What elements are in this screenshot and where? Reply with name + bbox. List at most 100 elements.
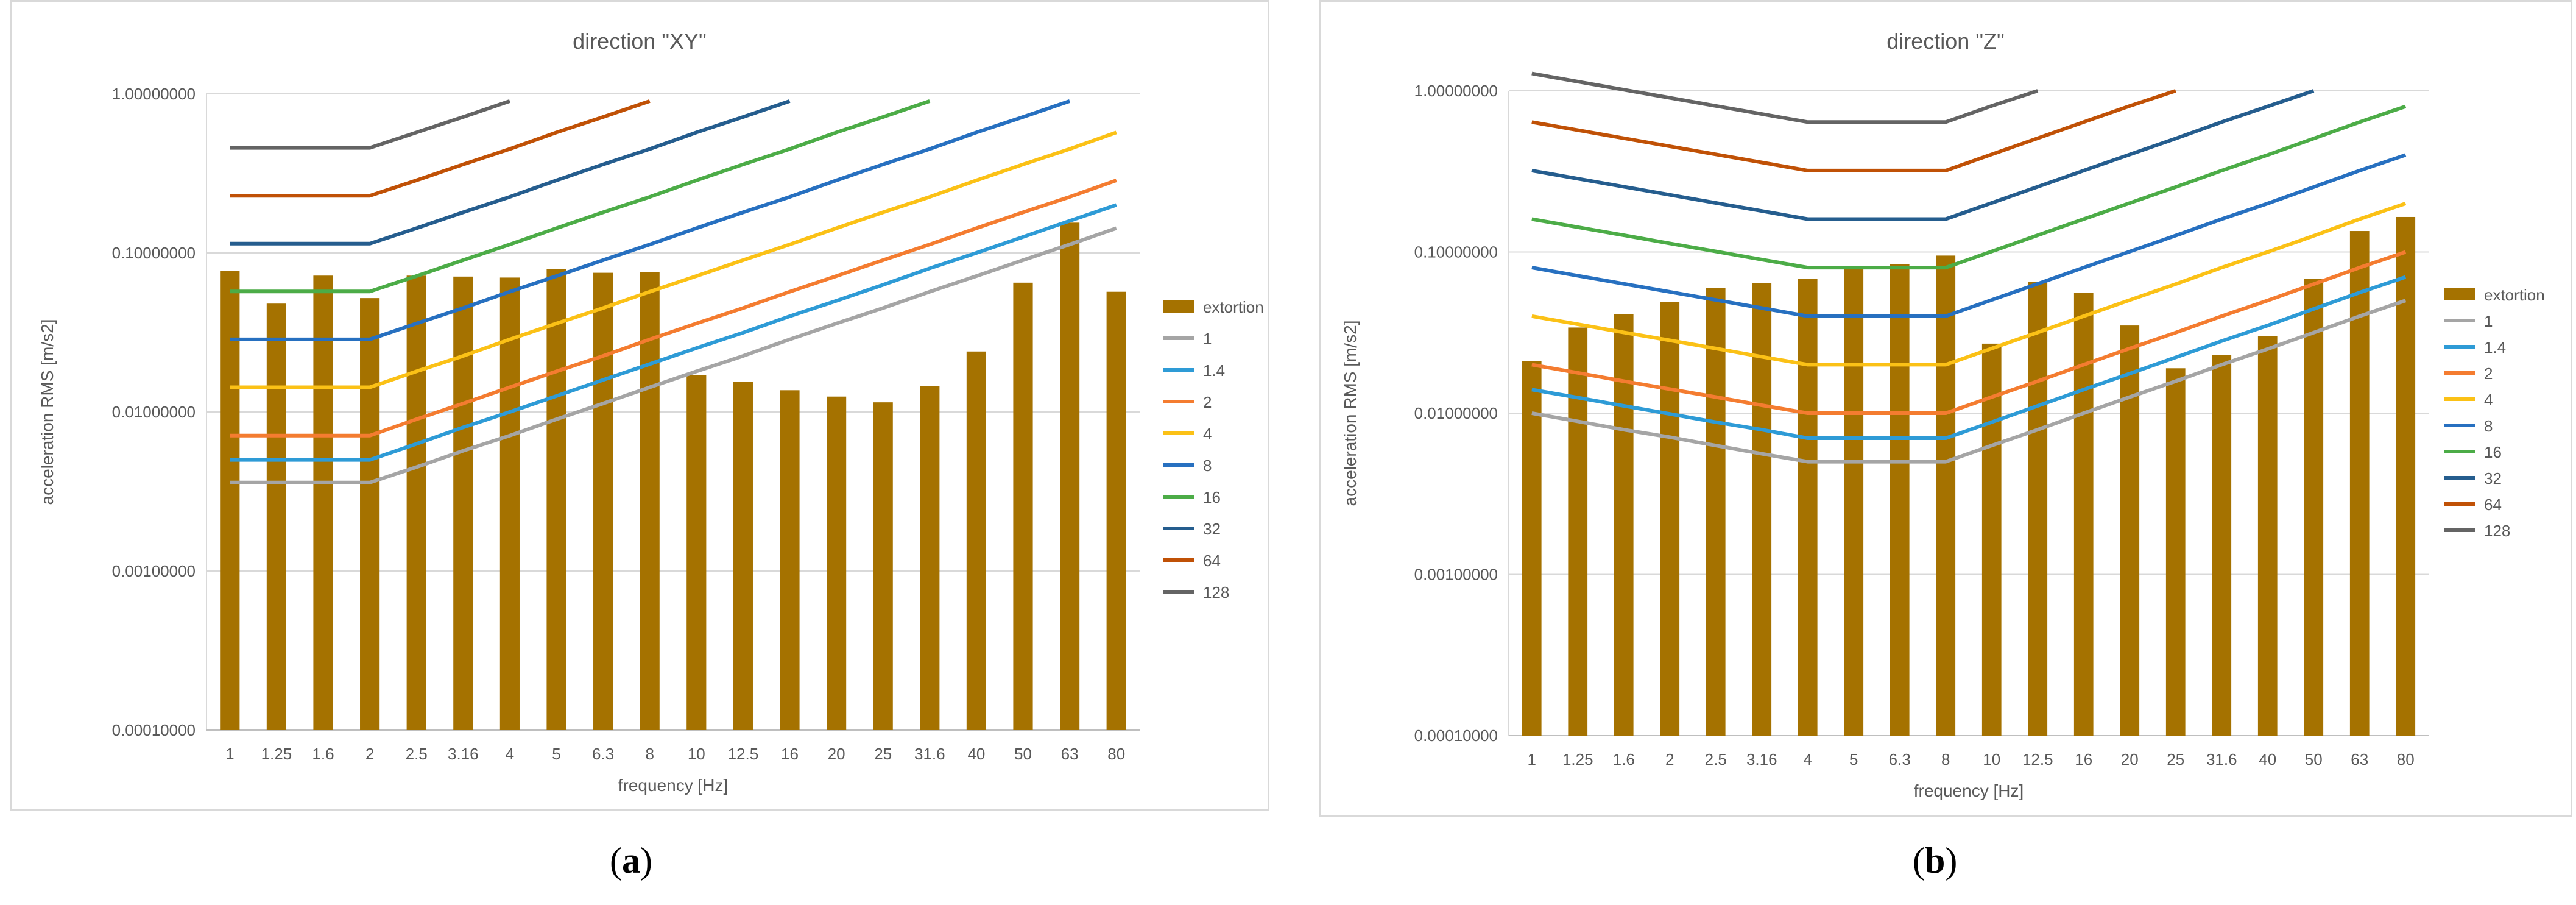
- x-tick-label: 1: [225, 745, 234, 763]
- x-tick-label: 2.5: [406, 745, 428, 763]
- legend-label: 8: [1203, 456, 1212, 475]
- bar-extortion: [1844, 268, 1864, 736]
- bar-extortion: [499, 277, 520, 730]
- bar-series-extortion: [1522, 216, 2416, 736]
- bar-extortion: [360, 298, 380, 730]
- x-tick-label: 12.5: [2022, 750, 2053, 768]
- bar-extortion: [780, 390, 800, 730]
- line-series-64: [230, 99, 651, 198]
- y-tick-label: 1.00000000: [112, 85, 196, 103]
- line-series-16: [230, 99, 931, 294]
- line-series-2: [230, 179, 1117, 438]
- line-series-1: [230, 226, 1117, 484]
- bar-extortion: [2212, 355, 2232, 736]
- bar-extortion: [873, 402, 893, 730]
- bar-extortion: [1752, 283, 1772, 736]
- x-tick-labels: 1 1.25 1.6 2 2.5 3.16 4 5 6.3 8 10 12.5 16 20 25 31.6 40…: [1528, 750, 2415, 768]
- line-series-1-4: [230, 203, 1117, 462]
- legend-label: 8: [2484, 417, 2493, 435]
- bar-extortion: [2120, 325, 2140, 736]
- x-tick-label: 80: [2397, 750, 2415, 768]
- bar-series-extortion: [220, 222, 1126, 731]
- bar-extortion: [827, 396, 847, 730]
- x-axis-title: frequency [Hz]: [1914, 781, 2024, 800]
- bar-extortion: [1660, 302, 1680, 736]
- bar-extortion: [2028, 282, 2048, 736]
- bar-extortion: [1013, 282, 1033, 731]
- legend-swatch-bar: [1163, 300, 1194, 313]
- line-series-16: [1531, 104, 2407, 270]
- chart-panel-z: direction "Z" 0.00010000 0.00100000 0.0100…: [1319, 0, 2572, 817]
- bar-extortion: [1614, 314, 1634, 736]
- legend-label: 4: [1203, 425, 1212, 443]
- x-tick-label: 4: [1804, 750, 1812, 768]
- x-tick-label: 8: [645, 745, 654, 763]
- legend: extortion 1 1.4 2 4 8 16 32 64 128: [2444, 286, 2545, 540]
- x-tick-label: 40: [2259, 750, 2276, 768]
- bar-extortion: [2257, 336, 2278, 736]
- subfigure-label-b: (b): [1913, 840, 1958, 881]
- line-series-128: [230, 99, 510, 150]
- legend-label: 64: [2484, 495, 2502, 514]
- bar-extortion: [1106, 291, 1126, 730]
- x-tick-label: 2: [365, 745, 374, 763]
- line-series-8: [1531, 153, 2407, 318]
- legend-label: 16: [2484, 443, 2502, 461]
- legend-label: 2: [2484, 364, 2493, 383]
- legend-label: 128: [2484, 522, 2510, 540]
- y-tick-label: 0.00010000: [112, 721, 196, 739]
- x-tick-label: 4: [506, 745, 514, 763]
- legend-label: extortion: [1203, 298, 1264, 316]
- x-tick-label: 2.5: [1705, 750, 1727, 768]
- legend-label: 1: [2484, 312, 2493, 330]
- bar-extortion: [1706, 288, 1726, 736]
- x-tick-label: 1.25: [261, 745, 292, 763]
- bar-extortion: [453, 276, 473, 731]
- bar-extortion: [2304, 279, 2324, 736]
- x-tick-label: 2: [1665, 750, 1674, 768]
- x-tick-label: 5: [552, 745, 560, 763]
- y-tick-label: 0.00100000: [112, 562, 196, 580]
- line-series-64: [1531, 89, 2176, 172]
- x-tick-label: 80: [1107, 745, 1125, 763]
- y-tick-label: 0.01000000: [1414, 404, 1498, 422]
- bar-extortion: [733, 382, 753, 730]
- x-tick-label: 10: [688, 745, 705, 763]
- legend-swatch-bar: [2444, 288, 2475, 300]
- line-series-32: [230, 99, 791, 246]
- bar-extortion: [313, 275, 333, 730]
- legend-label: 32: [1203, 520, 1221, 538]
- bar-extortion: [1568, 327, 1588, 736]
- y-tick-label: 0.00100000: [1414, 566, 1498, 584]
- bar-extortion: [1890, 264, 1910, 736]
- y-tick-label: 0.10000000: [112, 244, 196, 262]
- x-tick-label: 8: [1941, 750, 1950, 768]
- x-tick-label: 3.16: [448, 745, 479, 763]
- x-tick-label: 20: [2121, 750, 2139, 768]
- line-series-128: [1531, 71, 2039, 124]
- line-series-2: [1531, 250, 2407, 415]
- x-tick-label: 1.25: [1562, 750, 1593, 768]
- x-tick-label: 16: [2075, 750, 2092, 768]
- bar-extortion: [1060, 222, 1080, 730]
- y-axis-title: acceleration RMS [m/s2]: [1341, 321, 1360, 506]
- legend-label: 64: [1203, 552, 1221, 570]
- line-series-8: [230, 99, 1071, 341]
- line-series-1-4: [1531, 275, 2407, 440]
- x-tick-label: 1.6: [312, 745, 334, 763]
- x-tick-label: 6.3: [592, 745, 614, 763]
- bar-extortion: [546, 269, 566, 730]
- legend-label: 32: [2484, 469, 2502, 488]
- bar-extortion: [686, 375, 707, 730]
- legend-label: 2: [1203, 393, 1212, 411]
- bar-extortion: [406, 275, 426, 730]
- y-tick-label: 1.00000000: [1414, 82, 1498, 100]
- bar-extortion: [2349, 231, 2370, 736]
- bar-extortion: [1522, 361, 1542, 736]
- legend-label: 1.4: [2484, 338, 2506, 357]
- bar-extortion: [2165, 368, 2186, 736]
- x-tick-label: 40: [967, 745, 985, 763]
- legend-label: 16: [1203, 488, 1221, 506]
- x-tick-label: 50: [1014, 745, 1032, 763]
- legend-label: extortion: [2484, 286, 2545, 304]
